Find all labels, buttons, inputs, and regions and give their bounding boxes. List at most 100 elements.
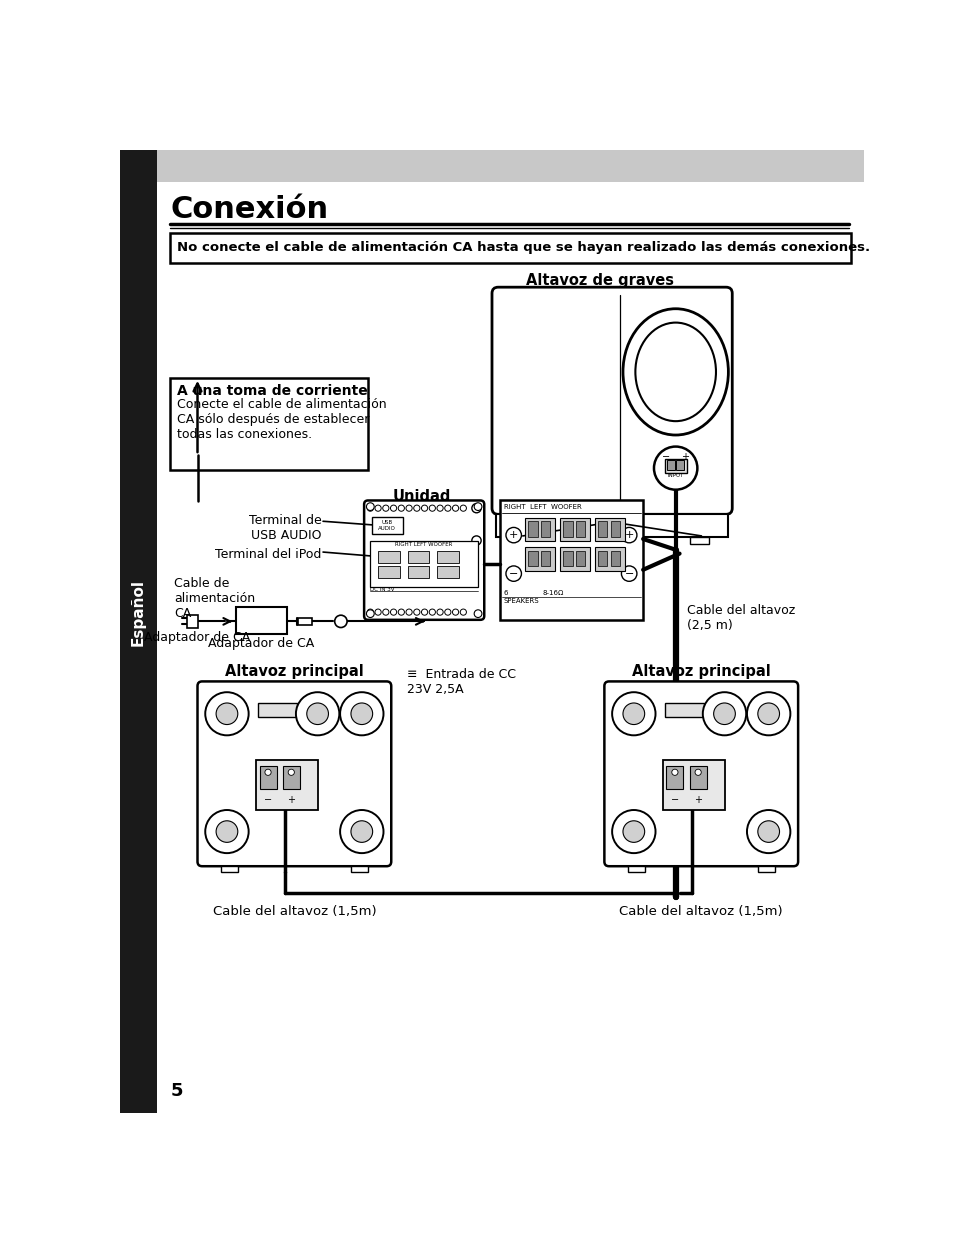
Text: −: − (264, 796, 272, 806)
Bar (259, 766, 276, 789)
Text: Adaptador de CA: Adaptador de CA (208, 637, 314, 649)
Circle shape (421, 609, 427, 615)
Text: Altavoz principal: Altavoz principal (225, 664, 364, 679)
Text: +: + (287, 796, 296, 806)
Circle shape (391, 505, 396, 512)
Text: RIGHT  LEFT  WOOFER: RIGHT LEFT WOOFER (504, 504, 582, 510)
FancyBboxPatch shape (605, 682, 798, 866)
Bar (528, 522, 538, 537)
Bar (371, 540, 478, 587)
Circle shape (437, 609, 444, 615)
Bar (408, 565, 429, 578)
Text: Terminal del iPod: Terminal del iPod (215, 548, 322, 562)
Text: INPUT: INPUT (667, 473, 684, 478)
Bar (255, 759, 318, 809)
Circle shape (398, 609, 404, 615)
Text: +: + (681, 452, 689, 462)
Bar (283, 766, 300, 789)
Text: A una toma de corriente: A una toma de corriente (177, 384, 368, 398)
Bar (611, 522, 620, 537)
Circle shape (672, 769, 678, 776)
Bar (496, 514, 729, 538)
Circle shape (747, 692, 790, 736)
Bar (564, 550, 572, 565)
Bar (170, 378, 368, 470)
Bar (221, 866, 238, 872)
Circle shape (375, 505, 381, 512)
Text: Cable de
alimentación
CA: Cable de alimentación CA (175, 578, 255, 620)
Bar (576, 550, 585, 565)
Circle shape (429, 505, 436, 512)
Bar (525, 548, 555, 570)
Bar (540, 550, 550, 565)
Circle shape (429, 609, 436, 615)
Circle shape (474, 503, 482, 510)
Circle shape (460, 609, 467, 615)
Bar (677, 460, 684, 469)
Text: Altavoz principal: Altavoz principal (632, 664, 771, 679)
Bar (186, 615, 198, 628)
Circle shape (623, 821, 645, 842)
Circle shape (351, 703, 372, 724)
Bar (540, 522, 550, 537)
Circle shape (506, 565, 521, 582)
Bar (528, 550, 538, 565)
Bar (299, 618, 312, 626)
Text: 5: 5 (170, 1082, 182, 1100)
Circle shape (703, 692, 746, 736)
Bar (561, 518, 589, 542)
Bar (378, 565, 399, 578)
Circle shape (367, 503, 374, 510)
Text: −: − (509, 569, 518, 579)
Text: DC IN 3V: DC IN 3V (371, 587, 395, 592)
Circle shape (205, 809, 249, 853)
Bar (437, 565, 459, 578)
Circle shape (612, 692, 656, 736)
Bar (564, 522, 572, 537)
Text: Español: Español (132, 579, 146, 646)
Text: No conecte el cable de alimentación CA hasta que se hayan realizado las demás co: No conecte el cable de alimentación CA h… (178, 241, 871, 254)
Circle shape (375, 609, 381, 615)
Circle shape (621, 565, 636, 582)
Bar (372, 518, 403, 534)
Circle shape (205, 692, 249, 736)
Text: RIGHT LEFT WOOFER: RIGHT LEFT WOOFER (396, 542, 452, 547)
Bar (595, 548, 625, 570)
Circle shape (265, 769, 271, 776)
Circle shape (406, 609, 412, 615)
Text: Altavoz de graves: Altavoz de graves (526, 273, 675, 288)
Bar (665, 459, 686, 473)
Circle shape (216, 821, 238, 842)
Circle shape (623, 703, 645, 724)
Bar (378, 550, 399, 563)
Bar (500, 500, 643, 619)
Text: Conecte el cable de alimentación
CA sólo después de establecer
todas las conexio: Conecte el cable de alimentación CA sólo… (177, 398, 386, 442)
Circle shape (460, 505, 467, 512)
Bar (662, 759, 725, 809)
Bar (258, 703, 297, 717)
Circle shape (288, 769, 295, 776)
Bar (666, 766, 684, 789)
Bar (689, 766, 707, 789)
Circle shape (747, 809, 790, 853)
Text: Conexión: Conexión (170, 195, 328, 224)
Bar (516, 538, 535, 544)
Circle shape (383, 505, 389, 512)
Text: SPEAKERS: SPEAKERS (504, 598, 540, 604)
Circle shape (368, 609, 373, 615)
Circle shape (452, 609, 459, 615)
Bar (757, 866, 775, 872)
Circle shape (307, 703, 328, 724)
Circle shape (391, 609, 396, 615)
Text: +: + (694, 796, 702, 806)
Bar (598, 550, 608, 565)
Circle shape (340, 809, 383, 853)
Bar (576, 522, 585, 537)
Circle shape (340, 692, 383, 736)
Text: ≡  Entrada de CC
23V 2,5A: ≡ Entrada de CC 23V 2,5A (407, 668, 516, 696)
Circle shape (368, 505, 373, 512)
Circle shape (695, 769, 701, 776)
Circle shape (444, 505, 451, 512)
Bar (437, 550, 459, 563)
Bar (120, 150, 157, 1113)
